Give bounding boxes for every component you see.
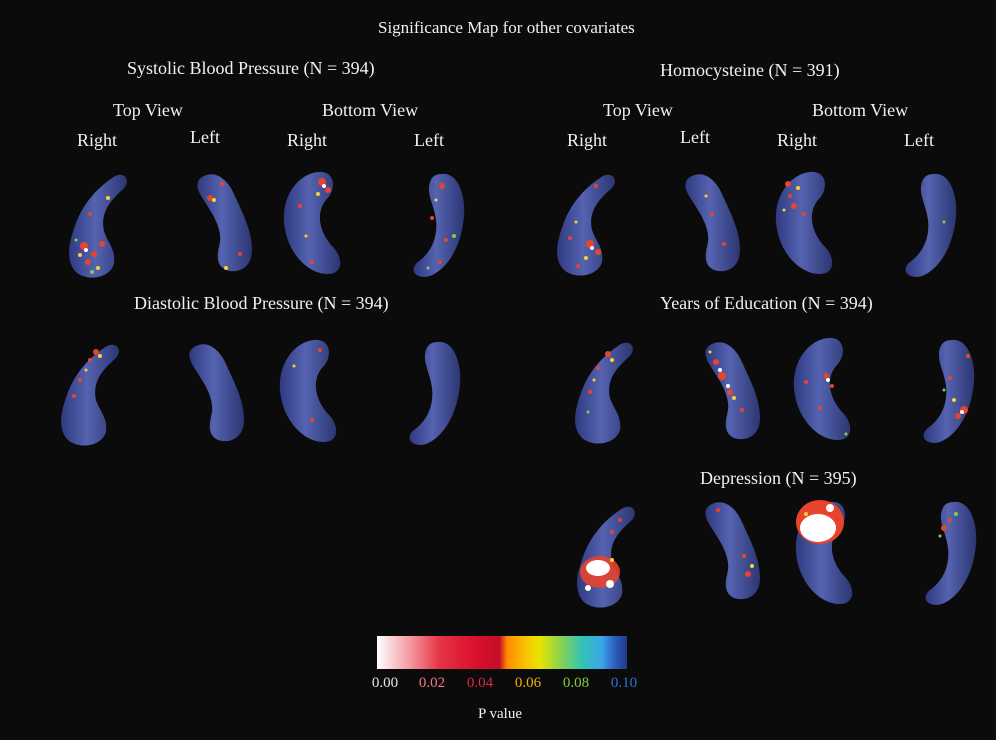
colorbar-tick: 0.10	[610, 675, 638, 691]
colorbar-tick: 0.00	[371, 675, 399, 691]
depression-bottom-right-surface	[795, 500, 853, 604]
left-label: Left	[680, 127, 710, 147]
right-label: Right	[77, 130, 118, 150]
top-view-label: Top View	[603, 100, 673, 120]
systolic-bottom-right-surface	[283, 171, 341, 274]
bottom-view-label: Bottom View	[322, 100, 419, 120]
homocysteine-bottom-right-surface	[775, 171, 833, 274]
homocysteine-top-left-surface	[685, 174, 740, 272]
p-value-colorbar	[377, 636, 627, 669]
homocysteine-top-right-surface	[557, 174, 615, 276]
colorbar-tick: 0.08	[562, 675, 590, 691]
section-title-diastolic: Diastolic Blood Pressure (N = 394)	[134, 293, 389, 313]
section-title-depression: Depression (N = 395)	[700, 468, 857, 488]
colorbar-tick: 0.02	[418, 675, 446, 691]
section-title-education: Years of Education (N = 394)	[660, 293, 873, 313]
depression-bottom-left-surface	[925, 501, 977, 605]
section-title-systolic: Systolic Blood Pressure (N = 394)	[127, 58, 375, 78]
diastolic-top-left-surface	[189, 344, 244, 442]
education-bottom-right-surface	[793, 337, 851, 440]
colorbar-label: P value	[477, 706, 523, 722]
left-label: Left	[190, 127, 220, 147]
colorbar-tick: 0.06	[514, 675, 542, 691]
depression-top-left-surface	[705, 502, 760, 600]
depression-top-right-surface	[577, 506, 635, 608]
section-title-homocysteine: Homocysteine (N = 391)	[660, 60, 840, 80]
systolic-bottom-left-surface	[413, 173, 465, 277]
diastolic-bottom-right-surface	[279, 339, 337, 442]
education-top-right-surface	[575, 342, 633, 444]
left-label: Left	[904, 130, 934, 150]
diastolic-bottom-left-surface	[409, 341, 461, 445]
left-label: Left	[414, 130, 444, 150]
bottom-view-label: Bottom View	[812, 100, 909, 120]
diastolic-top-right-surface	[61, 344, 119, 446]
systolic-top-left-surface	[197, 174, 252, 272]
education-bottom-left-surface	[923, 339, 975, 443]
homocysteine-bottom-left-surface	[905, 173, 957, 277]
education-top-left-surface	[705, 342, 760, 440]
right-label: Right	[777, 130, 818, 150]
figure-title: Significance Map for other covariates	[378, 18, 635, 37]
right-label: Right	[567, 130, 608, 150]
systolic-top-right-surface	[69, 174, 127, 278]
top-view-label: Top View	[113, 100, 183, 120]
colorbar-tick: 0.04	[466, 675, 494, 691]
right-label: Right	[287, 130, 328, 150]
